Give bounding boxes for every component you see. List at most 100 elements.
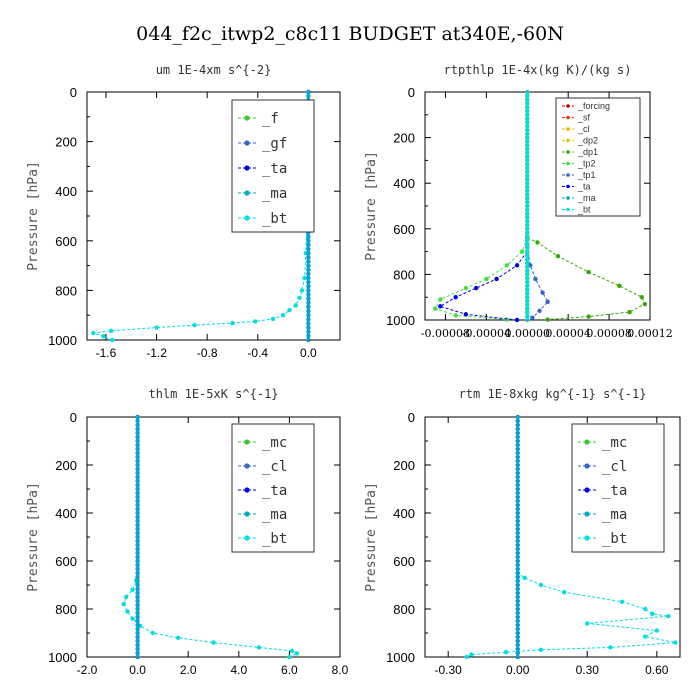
series-marker: [515, 599, 520, 604]
legend-label: _bt: [262, 211, 287, 227]
series-marker: [525, 192, 530, 197]
series-marker: [515, 655, 520, 660]
legend-marker: [244, 115, 250, 121]
series-marker: [525, 257, 530, 262]
panel-title: rtm 1E-8xkg kg^{-1} s^{-1}: [459, 387, 647, 401]
series-marker: [515, 595, 520, 600]
legend-label: _ta: [602, 483, 627, 499]
series-marker: [306, 321, 311, 326]
series-point: [537, 308, 542, 314]
series-marker: [135, 442, 140, 447]
series-point: [469, 652, 474, 657]
series-point: [535, 240, 540, 245]
series-marker: [525, 93, 530, 98]
series-marker: [525, 105, 530, 110]
series-marker: [525, 101, 530, 106]
series-marker: [525, 173, 530, 178]
series-marker: [525, 260, 530, 265]
series-marker: [306, 263, 311, 268]
series-point: [494, 276, 499, 282]
series-marker: [306, 255, 311, 260]
y-tick-label: 1000: [48, 333, 77, 348]
series-marker: [135, 539, 140, 544]
series-point: [294, 651, 300, 656]
series-marker: [515, 639, 520, 644]
series-marker: [306, 280, 311, 285]
series-marker: [135, 458, 140, 463]
series-point: [125, 609, 130, 614]
legend-marker: [566, 104, 570, 108]
series-marker: [515, 438, 520, 443]
series-marker: [135, 478, 140, 483]
legend-marker: [244, 140, 250, 146]
series-marker: [135, 643, 140, 648]
series-marker: [135, 635, 140, 640]
series-marker: [525, 143, 530, 148]
series-marker: [515, 623, 520, 628]
series-marker: [135, 490, 140, 495]
series-marker: [525, 245, 530, 250]
series-point: [519, 249, 525, 254]
series-marker: [515, 547, 520, 552]
series-marker: [135, 466, 140, 471]
series-point: [101, 334, 106, 339]
legend-label: _dp2: [577, 136, 598, 146]
series-marker: [525, 158, 530, 163]
x-tick-label: 6.0: [281, 663, 298, 677]
series-point: [608, 645, 613, 650]
series-point: [438, 304, 443, 309]
series-marker: [515, 631, 520, 636]
series-marker: [525, 253, 530, 258]
series-marker: [135, 615, 140, 620]
series-marker: [306, 267, 311, 272]
series-marker: [135, 571, 140, 576]
y-tick-label: 200: [393, 458, 415, 473]
series-marker: [306, 271, 311, 276]
legend-marker: [244, 463, 250, 469]
series-point: [91, 330, 96, 336]
series-marker: [525, 150, 530, 155]
y-tick-label: 400: [55, 184, 77, 199]
series-marker: [135, 627, 140, 632]
series-marker: [515, 482, 520, 487]
series-marker: [135, 599, 140, 604]
series-marker: [135, 414, 140, 419]
series-point: [297, 295, 302, 301]
series-point: [438, 297, 443, 302]
series-marker: [525, 279, 530, 284]
series-point: [124, 594, 129, 600]
series-marker: [515, 535, 520, 540]
series-marker: [135, 631, 140, 636]
legend-label: _ta: [262, 483, 287, 499]
y-tick-label: 800: [393, 602, 415, 617]
series-marker: [135, 611, 140, 616]
series-marker: [515, 434, 520, 439]
series-point: [585, 621, 590, 626]
series-marker: [515, 442, 520, 447]
series-marker: [135, 587, 140, 592]
y-tick-label: 400: [393, 176, 415, 191]
series-point: [473, 285, 479, 291]
series-point: [463, 312, 469, 317]
series-marker: [525, 226, 530, 231]
series-marker: [515, 458, 520, 463]
y-tick-label: 400: [393, 506, 415, 521]
series-marker: [515, 462, 520, 467]
legend-label: _mc: [602, 435, 627, 451]
legend-marker: [244, 215, 250, 221]
y-tick-label: 1000: [386, 650, 415, 665]
series-marker: [515, 414, 520, 419]
series-marker: [525, 295, 530, 300]
legend-label: _f: [262, 111, 279, 127]
legend-marker: [584, 511, 590, 517]
series-marker: [525, 306, 530, 311]
panel-title: thlm 1E-5xK s^{-1}: [148, 387, 278, 401]
series-marker: [306, 325, 311, 330]
x-tick-label: 0.0: [300, 346, 317, 360]
series-marker: [525, 154, 530, 159]
series-point: [649, 611, 655, 616]
legend-marker: [566, 173, 570, 177]
legend-marker: [566, 207, 570, 212]
series-marker: [306, 234, 311, 239]
